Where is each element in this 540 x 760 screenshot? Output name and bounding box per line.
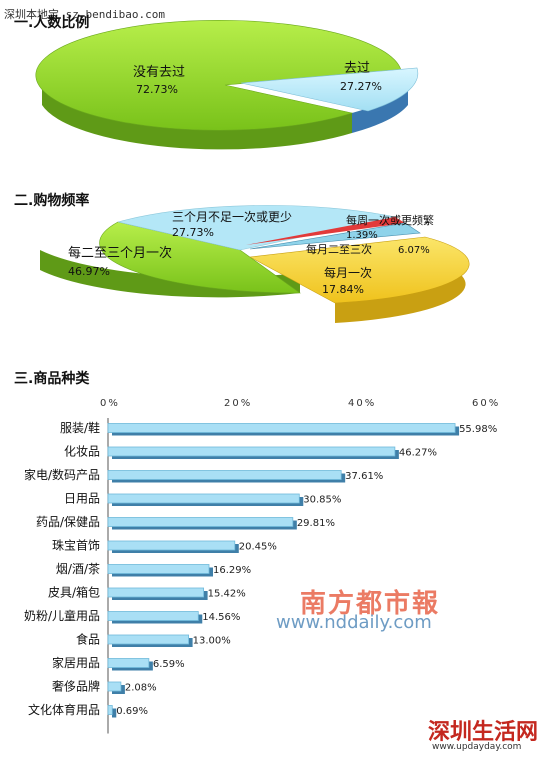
pie2-label-weekly: 每周一次或更频繁 (346, 213, 434, 227)
x-tick-label: 60% (472, 398, 500, 409)
pie2-title: 二.购物频率 (14, 193, 90, 209)
pie1-value-yes: 27.27% (340, 80, 382, 93)
bar (107, 681, 122, 692)
data-label: 6.59% (153, 659, 185, 670)
bar (107, 705, 113, 715)
category-label: 食品 (76, 632, 100, 647)
pie2-value-less-than-3-months: 27.73% (172, 226, 214, 239)
category-label: 文化体育用品 (28, 702, 100, 717)
newspaper-logo: 南方都市報 (300, 589, 441, 619)
x-tick-label: 40% (348, 398, 376, 409)
pie-chart-1: 没有去过 72.73% 去过 27.27% (35, 19, 419, 150)
data-label: 37.61% (345, 471, 383, 482)
bar-title: 三.商品种类 (14, 371, 90, 387)
data-label: 30.85% (303, 495, 341, 506)
category-label: 家电/数码产品 (24, 467, 100, 482)
pie1-slice-side-no (42, 85, 352, 150)
x-tick-label: 20% (224, 398, 252, 409)
bar (107, 564, 210, 574)
data-label: 14.56% (202, 612, 240, 623)
category-label: 化妆品 (64, 445, 100, 459)
bar-shadow (112, 708, 117, 718)
category-label: 皮具/箱包 (48, 585, 100, 600)
category-label: 服装/鞋 (60, 420, 100, 435)
pie1-label-no: 没有去过 (133, 65, 185, 80)
data-label: 55.98% (459, 424, 497, 435)
category-label: 药品/保健品 (36, 515, 100, 529)
pie1-slice-yes (240, 67, 419, 112)
bar (107, 493, 300, 504)
site-url: www.updayday.com (432, 742, 522, 752)
pie2-label-2-3-per-month: 每月二至三次 (306, 242, 372, 256)
data-label: 13.00% (193, 636, 231, 647)
bar (107, 517, 294, 527)
pie2-slice-weekly (246, 217, 405, 245)
category-label: 奶粉/儿童用品 (24, 608, 100, 623)
bar (107, 611, 199, 621)
site-logo: 深圳生活网 (428, 719, 539, 745)
pie2-value-every-2-3-months: 46.97% (68, 265, 110, 278)
pie1-value-no: 72.73% (136, 83, 178, 96)
pie1-label-yes: 去过 (344, 61, 370, 76)
bar (107, 587, 205, 598)
category-label: 烟/酒/茶 (56, 561, 100, 576)
bar (107, 634, 189, 645)
pie2-label-every-2-3-months: 每二至三个月一次 (68, 245, 172, 261)
pie-chart-2: 每二至三个月一次 46.97% 三个月不足一次或更少 27.73% 每周一次或更… (40, 205, 470, 323)
pie2-label-monthly: 每月一次 (324, 265, 372, 280)
bar (107, 658, 150, 668)
pie2-label-less-than-3-months: 三个月不足一次或更少 (172, 210, 292, 224)
newspaper-url: www.nddaily.com (276, 612, 432, 633)
data-label: 20.45% (239, 542, 277, 553)
data-label: 2.08% (125, 683, 157, 694)
category-label: 日用品 (64, 492, 100, 506)
x-tick-label: 0% (100, 398, 120, 409)
pie2-slice-2-3-per-month (249, 222, 421, 250)
pie2-value-weekly: 1.39% (346, 230, 378, 241)
bar-chart: 0% 20% 40% 60% 服装/鞋 55.98% 化妆品 46.27% 家电/数码产品 37.… (24, 398, 500, 734)
data-label: 0.69% (116, 706, 148, 717)
pie2-value-monthly: 17.84% (322, 283, 364, 296)
data-label: 29.81% (297, 518, 335, 529)
data-label: 16.29% (213, 565, 251, 576)
pie2-slice-less-than-3-months (117, 205, 396, 251)
bar (107, 470, 342, 480)
pie2-slice-side-yellow (335, 243, 466, 323)
category-label: 奢侈品牌 (52, 680, 100, 694)
pie2-slice-monthly (249, 236, 470, 304)
data-label: 15.42% (208, 589, 246, 600)
category-label: 家居用品 (52, 655, 100, 670)
pie2-value-2-3-per-month: 6.07% (398, 245, 430, 256)
data-label: 46.27% (399, 448, 437, 459)
category-label: 珠宝首饰 (52, 539, 100, 553)
pie2-slice-every-2-3-months (99, 221, 301, 294)
pie1-title: 一.人数比例 (14, 15, 90, 31)
pie1-slice-no (35, 19, 402, 131)
bar (107, 446, 396, 457)
bar (107, 423, 456, 433)
source-watermark: 深圳本地宝 sz.bendibao.com (4, 8, 165, 21)
bar (107, 540, 236, 551)
